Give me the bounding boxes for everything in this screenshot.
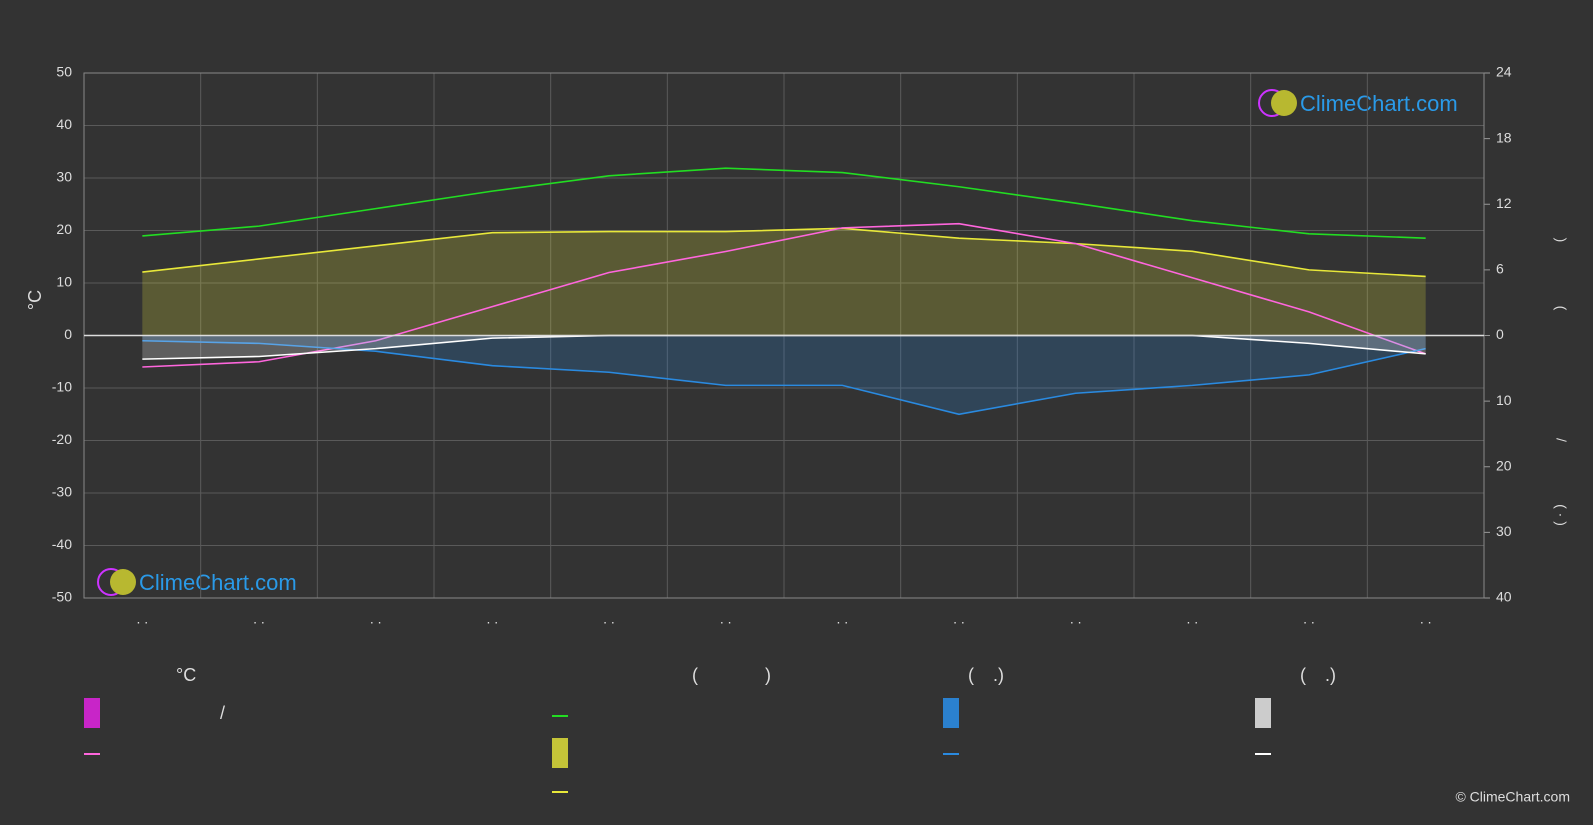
y3-axis-label: /	[1553, 438, 1569, 442]
logo-sun	[110, 569, 136, 595]
y3-axis-label: ( · )	[1553, 504, 1569, 526]
y2-axis-label: (	[1553, 306, 1569, 311]
series-line	[142, 167, 1426, 239]
logo: ClimeChart.com	[97, 568, 297, 596]
legend-text: /	[220, 703, 225, 723]
y2-tick-label: 12	[1496, 195, 1512, 211]
series-line	[142, 222, 1426, 368]
y-tick-label: 50	[56, 64, 72, 80]
x-tick-label: . .	[836, 611, 848, 627]
y3-tick-label: 30	[1496, 523, 1512, 539]
series-area	[142, 335, 1426, 415]
x-tick-label: . .	[253, 611, 265, 627]
series-area	[142, 228, 1426, 336]
x-tick-label: . .	[486, 611, 498, 627]
legend-swatch	[84, 698, 100, 728]
y2-axis-label: )	[1553, 238, 1569, 243]
x-tick-label: . .	[1303, 611, 1315, 627]
y2-tick-label: 0	[1496, 326, 1504, 342]
y2-tick-label: 6	[1496, 261, 1504, 277]
y2-tick-label: 18	[1496, 129, 1512, 145]
x-tick-label: . .	[720, 611, 732, 627]
logo-text: ClimeChart.com	[139, 570, 297, 595]
legend-heading: )	[765, 665, 771, 685]
y-tick-label: 20	[56, 221, 72, 237]
series-area	[142, 335, 1426, 360]
legend-heading: °C	[176, 665, 196, 685]
plot-area	[83, 72, 1485, 599]
y-tick-label: -40	[52, 536, 72, 552]
legend-heading: .)	[1325, 665, 1336, 685]
legend-heading: .)	[993, 665, 1004, 685]
y-tick-label: -50	[52, 589, 72, 605]
x-tick-label: . .	[953, 611, 965, 627]
x-tick-label: . .	[603, 611, 615, 627]
y3-tick-label: 20	[1496, 457, 1512, 473]
y-tick-label: -10	[52, 379, 72, 395]
logo: ClimeChart.com	[1258, 89, 1458, 117]
x-tick-label: . .	[1070, 611, 1082, 627]
y3-tick-label: 40	[1496, 589, 1512, 605]
y3-tick-label: 10	[1496, 392, 1512, 408]
legend-heading: (	[968, 665, 974, 685]
y2-tick-label: 24	[1496, 64, 1512, 80]
y-tick-label: 0	[64, 326, 72, 342]
legend-swatch	[943, 698, 959, 728]
y-tick-label: 30	[56, 169, 72, 185]
legend-swatch	[552, 738, 568, 768]
y-tick-label: 40	[56, 116, 72, 132]
y-tick-label: -20	[52, 431, 72, 447]
y-tick-label: -30	[52, 484, 72, 500]
logo-text: ClimeChart.com	[1300, 91, 1458, 116]
x-tick-label: . .	[370, 611, 382, 627]
y-axis-label: °C	[25, 290, 45, 310]
legend	[84, 698, 1271, 793]
legend-swatch	[1255, 698, 1271, 728]
x-tick-label: . .	[1186, 611, 1198, 627]
logo-sun	[1271, 90, 1297, 116]
legend-heading: (	[692, 665, 698, 685]
legend-heading: (	[1300, 665, 1306, 685]
copyright: © ClimeChart.com	[1455, 789, 1570, 805]
y-tick-label: 10	[56, 274, 72, 290]
series-line	[142, 227, 1426, 278]
x-tick-label: . .	[136, 611, 148, 627]
x-tick-label: . .	[1420, 611, 1432, 627]
